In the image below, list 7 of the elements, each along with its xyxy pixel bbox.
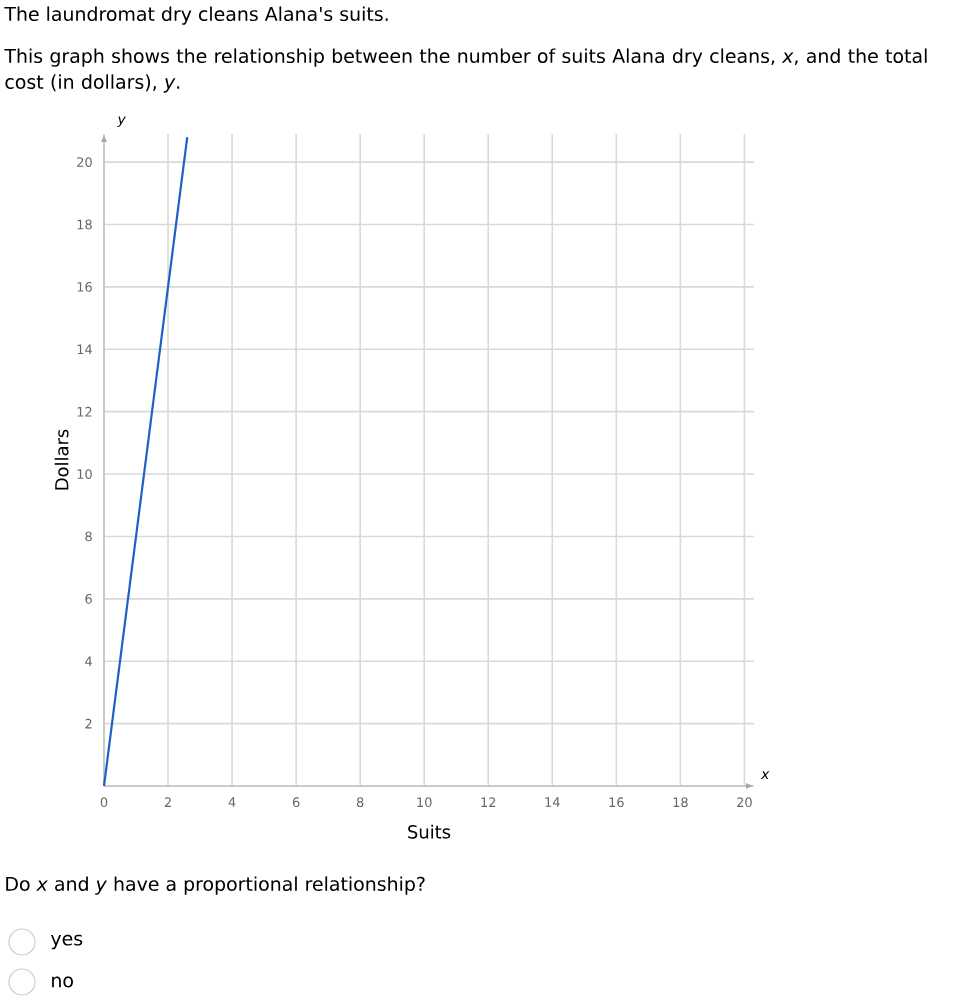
text: no: [52, 976, 73, 988]
text: yes: [50, 934, 83, 950]
text: Do x and y have a proportional relationship?: [6, 876, 425, 895]
chart-title: The laundromat dry cleans Alana's suits.: [4, 6, 388, 25]
text: This graph shows the relationship between the number of suits Alana dry cleans, x, and the total cost (in dollars), y.: [4, 48, 927, 93]
x-axis-title: Suits: [408, 824, 451, 839]
y-axis-title: Dollars: [54, 429, 69, 490]
